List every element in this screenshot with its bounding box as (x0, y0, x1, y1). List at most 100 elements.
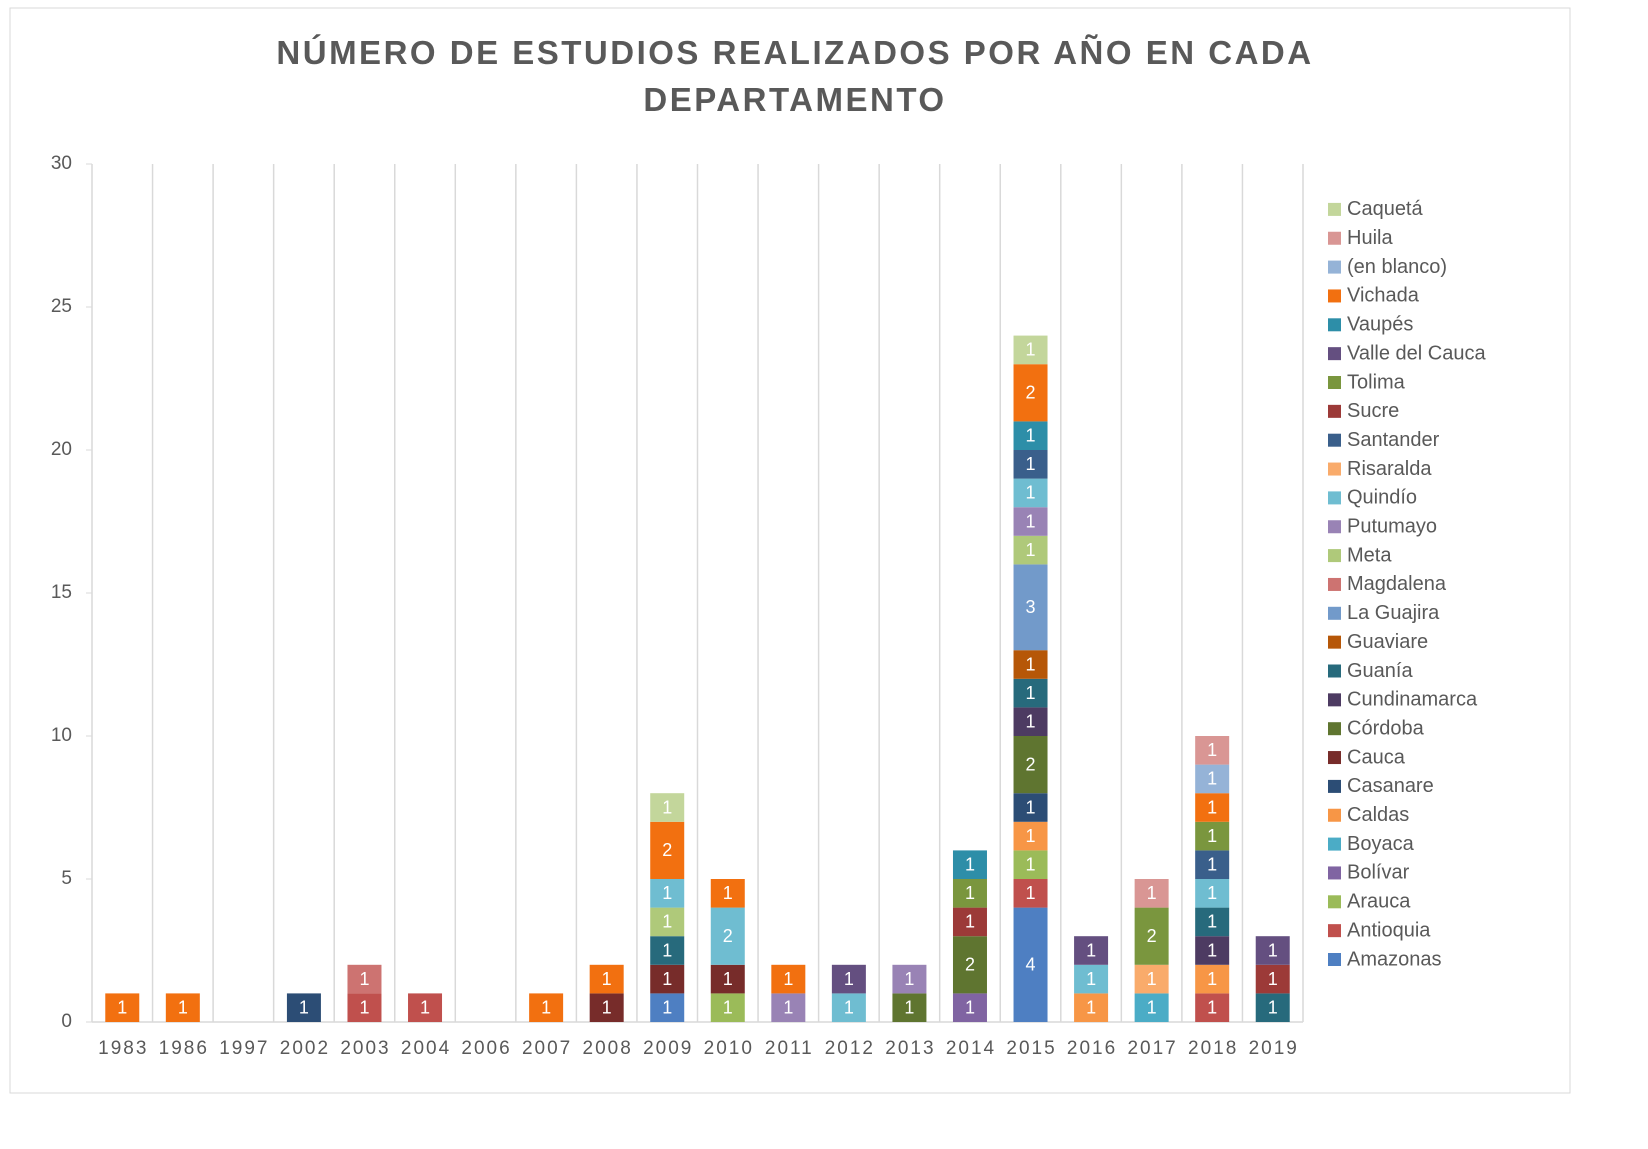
bar-segment (1195, 907, 1230, 937)
data-label: 1 (1026, 425, 1036, 445)
legend-label: Cundinamarca (1347, 689, 1478, 711)
data-label: 2 (662, 840, 672, 860)
bar-segment (710, 907, 745, 965)
x-tick-label: 2014 (946, 1038, 996, 1059)
legend-label: Caquetá (1347, 198, 1423, 220)
legend-swatch (1328, 520, 1341, 534)
bar-segment (1013, 678, 1048, 708)
x-tick-label: 2006 (461, 1038, 511, 1059)
legend-label: (en blanco) (1347, 256, 1447, 278)
legend-label: Boyaca (1347, 833, 1415, 855)
bar-segment (1013, 421, 1048, 450)
data-label: 1 (1207, 854, 1217, 874)
data-label: 1 (1268, 969, 1278, 989)
data-label: 1 (1026, 883, 1036, 903)
bar-segment (771, 993, 806, 1022)
legend-label: Antioquia (1347, 919, 1431, 941)
data-label: 1 (965, 854, 975, 874)
bar-segment (831, 993, 866, 1022)
bar-segment (408, 993, 443, 1022)
data-label: 4 (1026, 955, 1036, 975)
data-label: 1 (1147, 969, 1157, 989)
bar-segment (347, 993, 382, 1022)
bar-segment (1013, 850, 1048, 879)
x-tick-label: 2015 (1006, 1038, 1056, 1059)
y-tick-label: 15 (51, 582, 72, 603)
data-label: 1 (1207, 969, 1217, 989)
legend-label: Casanare (1347, 775, 1434, 797)
legend-swatch (1328, 722, 1341, 736)
data-label: 2 (1147, 926, 1157, 946)
legend-label: Quindío (1347, 487, 1417, 509)
bar-segment (650, 821, 685, 879)
legend-swatch (1328, 318, 1341, 332)
data-label: 1 (1207, 997, 1217, 1017)
bar-segment (1195, 821, 1230, 851)
data-label: 1 (965, 883, 975, 903)
bar-segment (952, 993, 987, 1022)
data-label: 1 (1268, 997, 1278, 1017)
data-label: 1 (662, 969, 672, 989)
bar-segment (1013, 364, 1048, 422)
bar-segment (1195, 764, 1230, 794)
bar-segment (1134, 907, 1169, 965)
data-label: 1 (662, 940, 672, 960)
data-label: 1 (723, 969, 733, 989)
data-label: 1 (1207, 826, 1217, 846)
data-label: 1 (359, 969, 369, 989)
data-label: 1 (602, 969, 612, 989)
data-label: 1 (359, 997, 369, 1017)
bar-segment (1013, 335, 1048, 365)
legend-swatch (1328, 231, 1341, 245)
data-label: 1 (1026, 683, 1036, 703)
bar-segment (1134, 964, 1169, 994)
legend-swatch (1328, 491, 1341, 505)
legend-label: Risaralda (1347, 458, 1432, 480)
bar-segment (650, 793, 685, 822)
bar-segment (650, 879, 685, 908)
bar-segment (1013, 507, 1048, 536)
x-tick-label: 2003 (340, 1038, 390, 1059)
bar-segment (952, 936, 987, 994)
bar-segment (831, 964, 866, 994)
legend-swatch (1328, 376, 1341, 389)
x-tick-label: 2011 (765, 1038, 814, 1059)
legend-swatch (1328, 347, 1341, 361)
legend-label: Arauca (1347, 891, 1411, 913)
legend-swatch (1328, 404, 1341, 418)
legend-swatch (1328, 953, 1341, 966)
x-tick-label: 2017 (1127, 1038, 1177, 1059)
bar-segment (1013, 879, 1048, 908)
x-tick-label: 2018 (1188, 1038, 1238, 1059)
legend-label: Vichada (1347, 285, 1420, 307)
bar-segment (952, 907, 987, 937)
bar-segment (529, 993, 564, 1022)
data-label: 1 (178, 997, 188, 1017)
data-label: 2 (1026, 383, 1036, 403)
chart-border (9, 7, 1571, 1094)
bar-segment (347, 964, 382, 994)
x-tick-label: 1986 (159, 1038, 209, 1059)
data-label: 1 (1026, 711, 1036, 731)
data-label: 1 (662, 797, 672, 817)
data-label: 1 (723, 997, 733, 1017)
legend-label: Santander (1347, 429, 1440, 451)
legend-label: Valle del Cauca (1347, 342, 1486, 364)
legend-swatch (1328, 202, 1341, 216)
x-tick-label: 1983 (98, 1038, 148, 1059)
bar-segment (650, 993, 685, 1022)
data-label: 1 (662, 997, 672, 1017)
data-label: 1 (1207, 740, 1217, 760)
bar-segment (892, 964, 927, 994)
legend-label: Huila (1347, 227, 1393, 249)
data-label: 1 (1026, 854, 1036, 874)
legend-swatch (1328, 433, 1341, 447)
bar-segment (589, 964, 624, 994)
chart-title: NÚMERO DE ESTUDIOS REALIZADOS POR AÑO EN… (276, 34, 1313, 118)
bar-segment (1195, 936, 1230, 965)
bar-segment (650, 907, 685, 937)
data-label: 1 (1026, 654, 1036, 674)
x-tick-label: 2016 (1067, 1038, 1117, 1059)
data-label: 1 (662, 912, 672, 932)
data-label: 1 (299, 997, 309, 1017)
